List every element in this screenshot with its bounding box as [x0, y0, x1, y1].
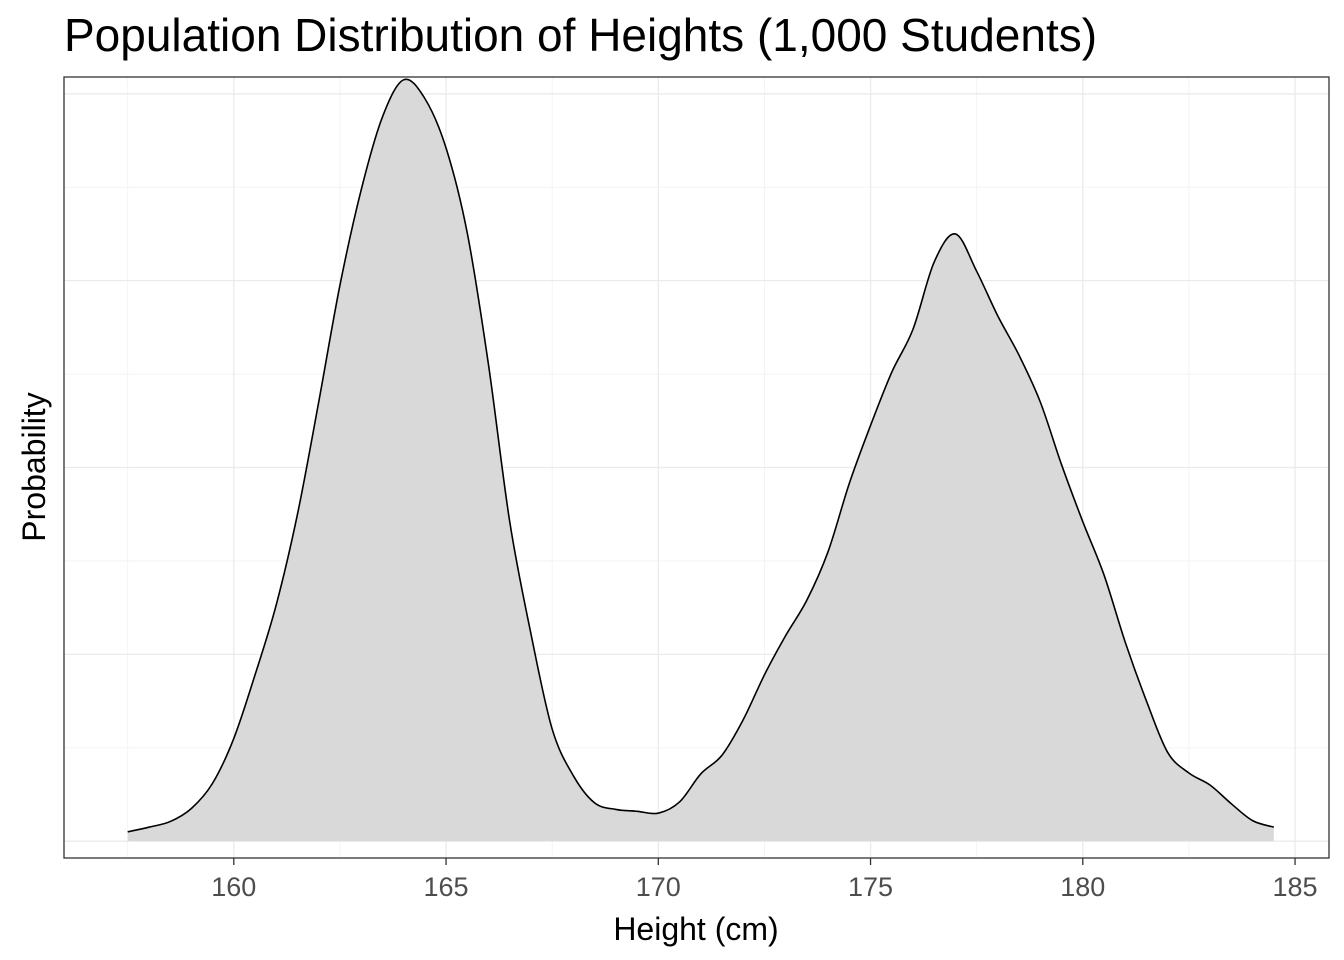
y-axis-title: Probability	[16, 392, 52, 541]
panel-border	[63, 76, 1330, 859]
x-tick-label: 175	[848, 872, 893, 902]
density-line	[127, 78, 1275, 833]
x-tick-label: 185	[1273, 872, 1318, 902]
chart-title: Population Distribution of Heights (1,00…	[64, 9, 1098, 61]
x-axis-ticks: 160 165 170 175 180 185	[211, 858, 1318, 902]
x-tick-label: 180	[1060, 872, 1105, 902]
x-axis-title: Height (cm)	[613, 911, 778, 947]
x-tick-label: 165	[424, 872, 469, 902]
density-series	[127, 78, 1275, 842]
x-tick-label: 170	[636, 872, 681, 902]
density-area	[127, 79, 1274, 842]
x-tick-label: 160	[211, 872, 256, 902]
